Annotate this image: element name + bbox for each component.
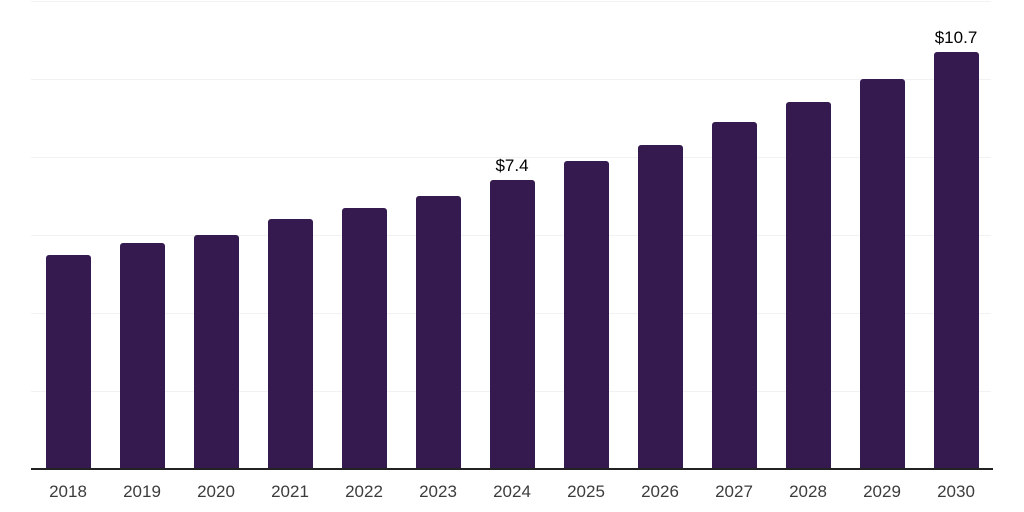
x-tick-2028: 2028 (789, 482, 827, 501)
bar-2024 (489, 180, 535, 469)
bar-2019 (119, 242, 165, 469)
bar-slot-2024: $7.4 (475, 1, 549, 469)
bar-slot-2028 (771, 1, 845, 469)
x-tick-2027: 2027 (715, 482, 753, 501)
x-tick-2026: 2026 (641, 482, 679, 501)
bar-slot-2026 (623, 1, 697, 469)
bar-slot-2022 (327, 1, 401, 469)
bar-slot-2030: $10.7 (919, 1, 993, 469)
bar-slot-2019 (105, 1, 179, 469)
bar-2022 (341, 207, 387, 469)
x-tick-2025: 2025 (567, 482, 605, 501)
gridline-12 (31, 1, 991, 2)
bar-2021 (267, 219, 313, 469)
bar-slot-2021 (253, 1, 327, 469)
plot-area: $7.4 $10.7 (31, 1, 993, 470)
value-label-2030: $10.7 (934, 27, 978, 47)
bar-2028 (785, 102, 831, 469)
bars-row: $7.4 $10.7 (31, 1, 993, 469)
bar-2023 (415, 196, 461, 469)
bar-2018 (45, 254, 91, 469)
bar-2026 (637, 145, 683, 469)
x-tick-2024: 2024 (493, 482, 531, 501)
x-tick-2020: 2020 (197, 482, 235, 501)
value-label-2024: $7.4 (495, 156, 529, 176)
bar-2029 (859, 79, 905, 469)
bar-2027 (711, 121, 757, 469)
bar-slot-2020 (179, 1, 253, 469)
bar-slot-2023 (401, 1, 475, 469)
gridline-8 (31, 157, 991, 158)
x-tick-2030: 2030 (937, 482, 975, 501)
x-tick-2023: 2023 (419, 482, 457, 501)
bar-slot-2029 (845, 1, 919, 469)
bar-slot-2025 (549, 1, 623, 469)
bar-2020 (193, 235, 239, 469)
x-tick-2022: 2022 (345, 482, 383, 501)
bar-2025 (563, 160, 609, 469)
gridline-10 (31, 79, 991, 80)
bar-slot-2018 (31, 1, 105, 469)
x-axis-labels: 2018 2019 2020 2021 2022 2023 2024 2025 2026 2027… (31, 482, 993, 502)
x-tick-2019: 2019 (123, 482, 161, 501)
x-axis-line (31, 468, 993, 470)
x-tick-2018: 2018 (49, 482, 87, 501)
x-tick-2029: 2029 (863, 482, 901, 501)
x-tick-2021: 2021 (271, 482, 309, 501)
bar-2030 (933, 51, 979, 469)
bar-slot-2027 (697, 1, 771, 469)
